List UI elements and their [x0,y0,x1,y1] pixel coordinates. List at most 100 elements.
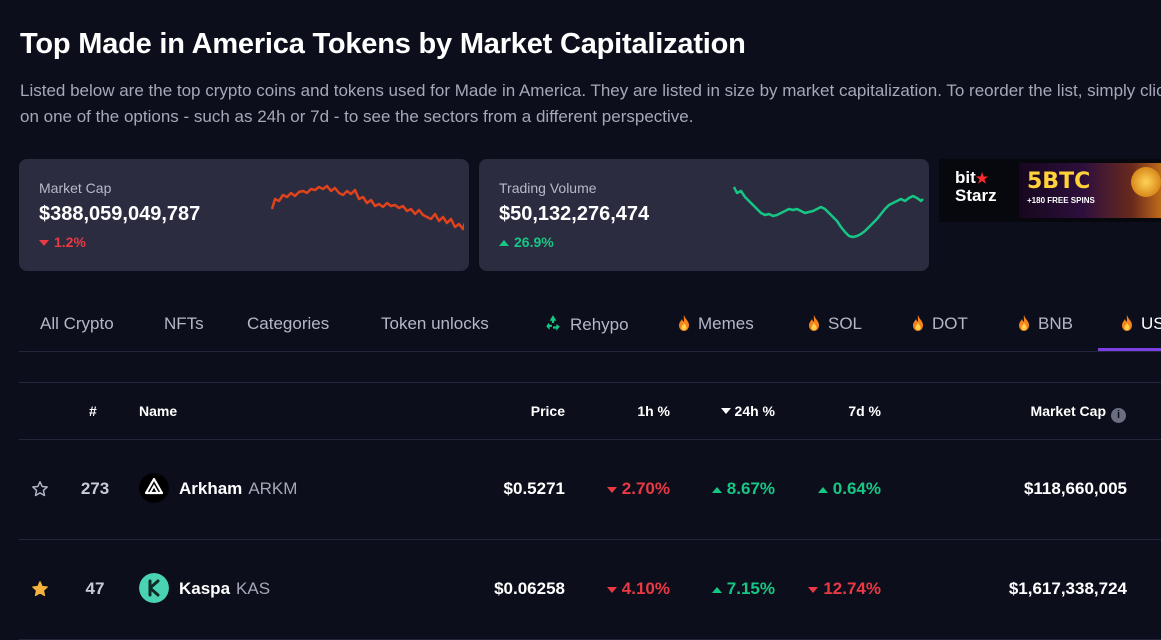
market-cap-change: 1.2% [39,234,86,250]
tab-label: Rehypo [570,315,629,334]
page-description: Listed below are the top crypto coins an… [20,81,1161,126]
table-row[interactable]: 47 Kaspa KAS $0.06258 4.10% 7.15% 12.74% … [19,540,1161,640]
row-change-24h-value: 7.15% [726,579,775,598]
trading-volume-card[interactable]: Trading Volume $50,132,276,474 26.9% [479,159,929,271]
coin-name: Kaspa [179,579,231,598]
tab-us[interactable]: US [1121,314,1161,334]
sort-down-icon [720,408,731,414]
tab-categories[interactable]: Categories [247,314,329,334]
table-row[interactable]: 273 Arkham ARKM $0.5271 2.70% 8.67% 0.64%… [19,440,1161,540]
ad-brand-logo: bit★ Starz [955,169,997,205]
tab-label: DOT [932,314,968,333]
header-price[interactable]: Price [530,403,565,419]
row-coin[interactable]: Kaspa KAS [179,579,270,599]
caret-up-icon [711,586,722,593]
row-rank: 47 [85,579,105,598]
tab-sol[interactable]: SOL [808,314,862,334]
ad-brand-line1: bit [955,168,976,187]
row-change-1h: 4.10% [606,579,670,599]
tokens-table: # Name Price 1h % 24h % 7d % Market Cap i… [19,382,1161,640]
category-tabs: All Crypto NFTs Categories Token unlocks… [19,298,1161,352]
market-cap-label: Market Cap [39,180,112,196]
header-name[interactable]: Name [139,403,178,419]
market-cap-change-value: 1.2% [54,234,86,250]
header-24h[interactable]: 24h % [720,403,775,419]
row-change-7d: 12.74% [808,579,881,599]
ad-subline: +180 FREE SPINS [1027,196,1095,205]
tab-label: Token unlocks [381,314,489,333]
row-market-cap: $118,660,005 [1023,479,1127,498]
coin-name: Arkham [179,479,243,498]
flame-icon [679,315,689,331]
info-icon[interactable]: i [1111,408,1126,423]
tab-label: SOL [828,314,863,333]
star-filled-icon[interactable] [31,580,49,598]
ad-headline: 5BTC [1027,169,1091,194]
caret-up-icon [711,486,722,493]
market-cap-card[interactable]: Market Cap $388,059,049,787 1.2% [19,159,469,271]
row-change-1h-value: 4.10% [621,579,670,598]
tab-label: Memes [698,314,754,333]
tab-label: All Crypto [40,314,114,333]
market-cap-value: $388,059,049,787 [39,203,201,225]
row-rank: 273 [80,479,110,498]
tab-all-crypto[interactable]: All Crypto [40,314,114,334]
flame-icon [1122,315,1132,331]
flame-icon [1019,315,1029,331]
caret-down-icon [606,586,617,593]
row-change-24h-value: 8.67% [726,479,775,498]
market-cap-sparkline [270,184,464,231]
tab-dot[interactable]: DOT [912,314,968,334]
tab-memes[interactable]: Memes [678,314,754,334]
row-change-7d-value: 12.74% [823,579,881,598]
header-7d[interactable]: 7d % [848,403,881,419]
tab-bnb[interactable]: BNB [1018,314,1073,334]
header-1h[interactable]: 1h % [637,403,670,419]
coin-icon [1131,167,1161,197]
flame-icon [809,315,819,331]
trading-volume-sparkline [732,186,924,239]
header-market-cap-label: Market Cap [1030,403,1106,419]
caret-up-icon [499,240,509,247]
row-change-7d-value: 0.64% [832,479,881,498]
trading-volume-change-value: 26.9% [514,234,554,250]
row-change-7d: 0.64% [817,479,881,499]
header-24h-label: 24h % [734,403,775,419]
ad-promo: 5BTC +180 FREE SPINS [1019,163,1161,218]
tab-nfts[interactable]: NFTs [164,314,204,334]
caret-up-icon [817,486,828,493]
header-rank[interactable]: # [89,403,97,419]
star-outline-icon[interactable] [31,480,49,498]
row-price: $0.06258 [494,579,565,598]
page-title: Top Made in America Tokens by Market Cap… [20,28,746,60]
tab-rehypo[interactable]: Rehypo [544,314,629,335]
row-coin[interactable]: Arkham ARKM [179,479,297,499]
tab-label: BNB [1038,314,1073,333]
trading-volume-change: 26.9% [499,234,554,250]
flame-icon [913,315,923,331]
tab-label: Categories [247,314,330,333]
coin-symbol: ARKM [248,479,298,498]
arkham-logo-icon [139,473,169,503]
ad-banner[interactable]: bit★ Starz 5BTC +180 FREE SPINS [939,159,1161,222]
tab-label: US [1141,314,1161,333]
caret-down-icon [808,586,819,593]
caret-down-icon [39,240,49,247]
table-header: # Name Price 1h % 24h % 7d % Market Cap i [19,382,1161,440]
row-change-1h: 2.70% [606,479,670,499]
trading-volume-value: $50,132,276,474 [499,203,650,225]
row-market-cap: $1,617,338,724 [1008,579,1127,598]
header-market-cap[interactable]: Market Cap i [1031,403,1126,423]
active-tab-indicator [1098,348,1161,351]
row-price: $0.5271 [503,479,565,498]
kaspa-logo-icon [139,573,169,603]
row-change-1h-value: 2.70% [621,479,670,498]
tab-token-unlocks[interactable]: Token unlocks [381,314,489,334]
row-change-24h: 8.67% [711,479,775,499]
recycle-icon [546,315,560,331]
coin-symbol: KAS [236,579,271,598]
star-icon: ★ [975,170,989,186]
trading-volume-label: Trading Volume [499,180,597,196]
ad-brand-line2: Starz [955,186,997,205]
